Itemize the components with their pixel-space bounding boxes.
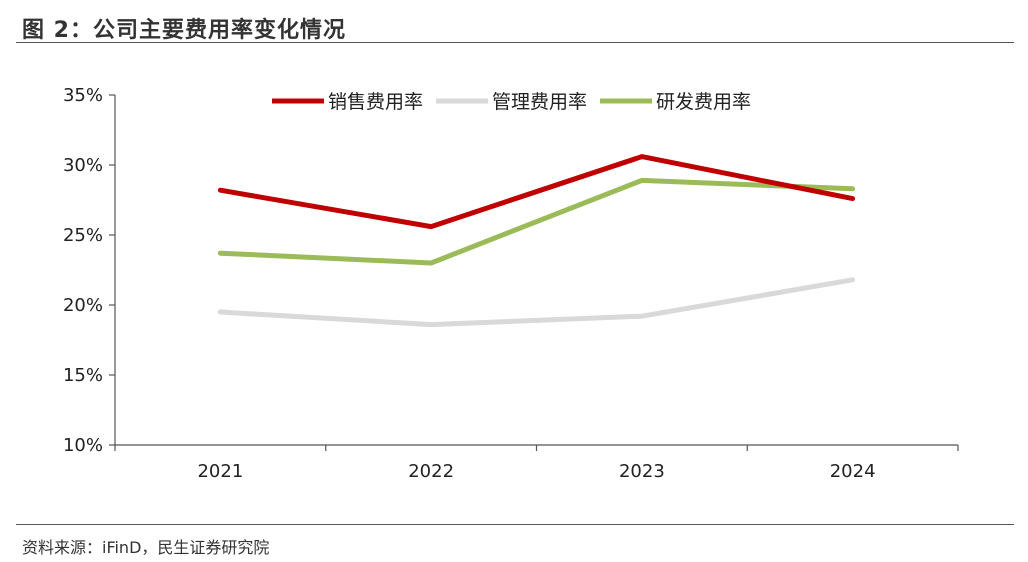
series-line-3 bbox=[217, 177, 856, 266]
figure-title: 图 2：公司主要费用率变化情况 bbox=[22, 18, 346, 43]
y-tick-label: 10% bbox=[63, 435, 103, 456]
series-line-1 bbox=[217, 154, 856, 230]
chart-legend: 销售费用率 管理费用率 研发费用率 bbox=[272, 91, 751, 113]
x-tick-label: 2024 bbox=[830, 461, 876, 482]
legend-label: 管理费用率 bbox=[492, 91, 587, 113]
chart-series bbox=[217, 154, 856, 328]
y-tick-label: 30% bbox=[63, 155, 103, 176]
title-divider bbox=[16, 42, 1014, 43]
y-tick-label: 20% bbox=[63, 295, 103, 316]
legend-label: 研发费用率 bbox=[656, 91, 751, 113]
source-divider bbox=[16, 524, 1014, 525]
y-tick-label: 25% bbox=[63, 225, 103, 246]
source-note: 资料来源：iFinD，民生证券研究院 bbox=[22, 538, 270, 557]
legend-label: 销售费用率 bbox=[328, 91, 423, 113]
x-tick-label: 2023 bbox=[619, 461, 665, 482]
y-tick-label: 35% bbox=[63, 85, 103, 106]
x-tick-label: 2021 bbox=[197, 461, 243, 482]
chart-axes: 10% 15% 20% 25% 30% 35% 2021 2022 2023 2024 bbox=[63, 85, 959, 482]
x-tick-label: 2022 bbox=[408, 461, 454, 482]
series-line-2 bbox=[217, 277, 856, 328]
y-tick-label: 15% bbox=[63, 365, 103, 386]
